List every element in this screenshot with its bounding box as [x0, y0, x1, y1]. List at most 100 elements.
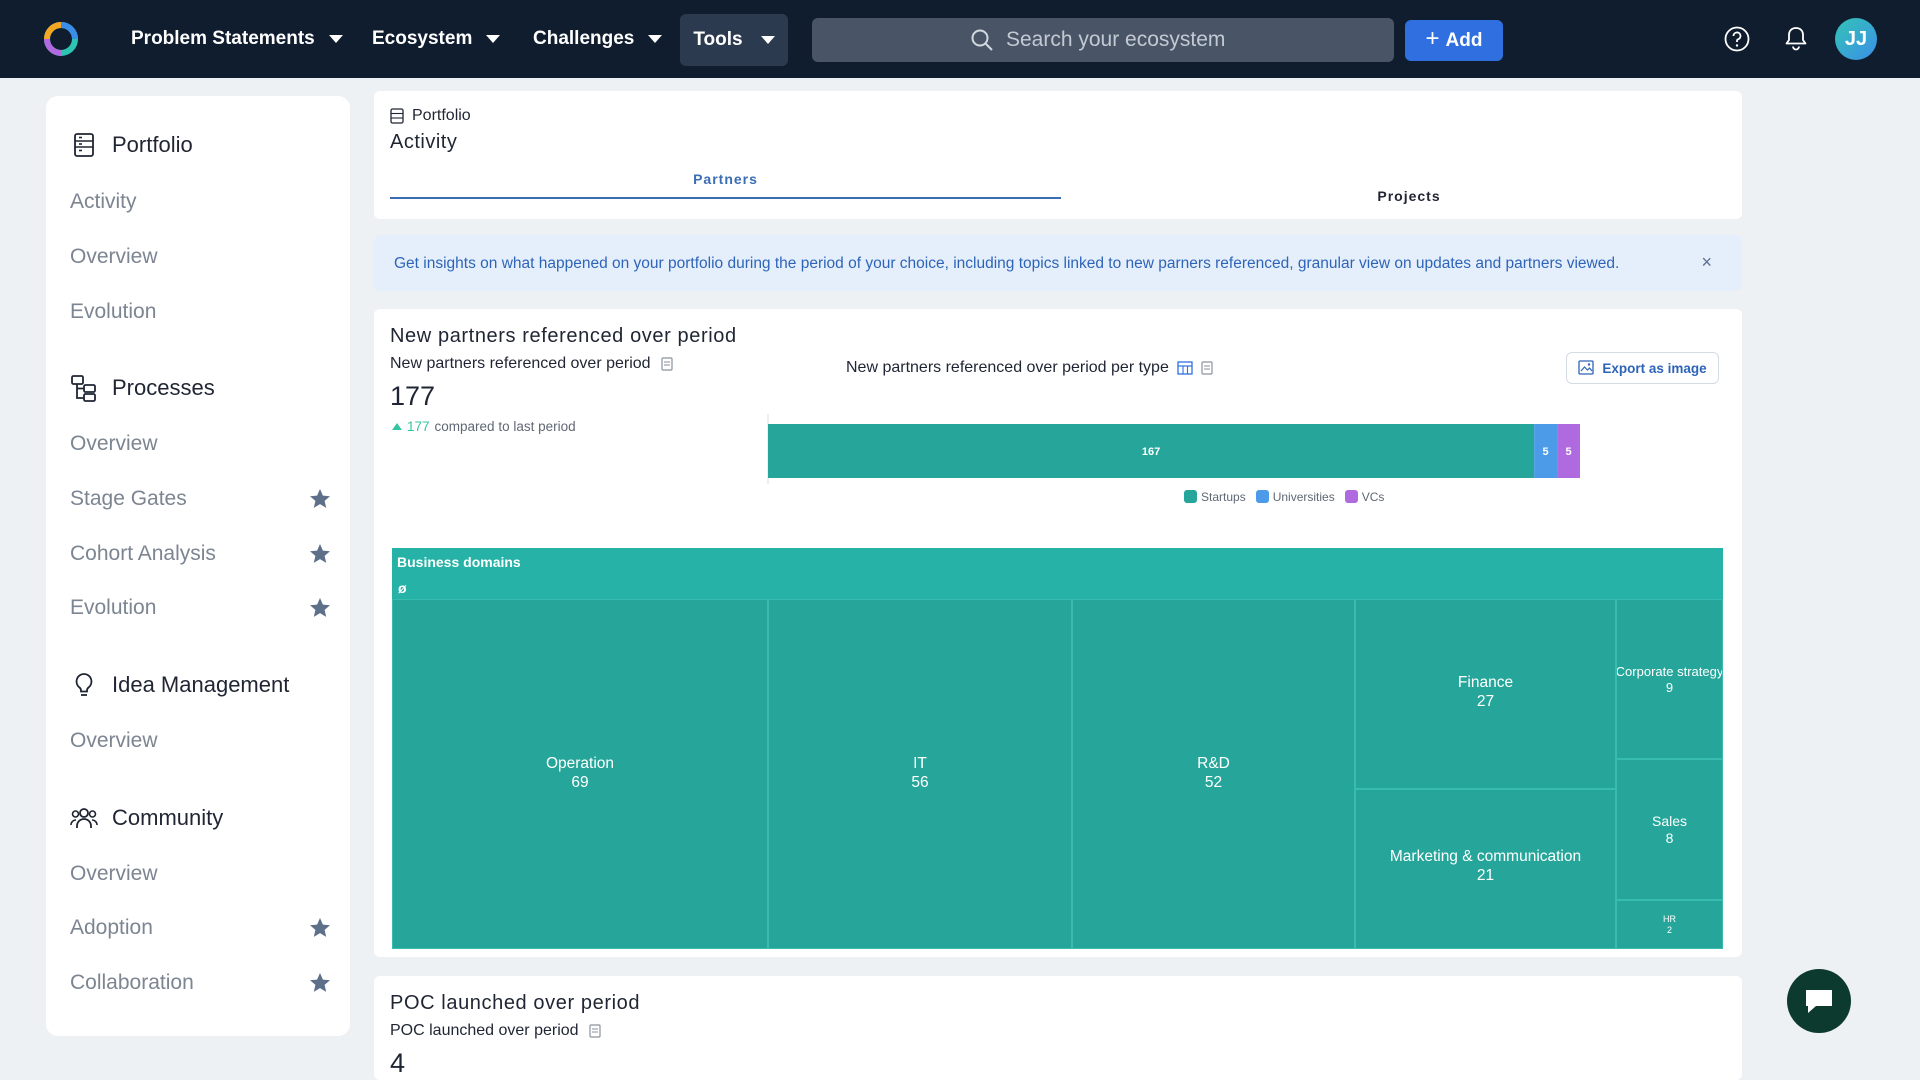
treemap-cell-finance[interactable]: Finance 27	[1355, 599, 1616, 789]
document-icon[interactable]	[588, 1024, 601, 1038]
export-as-image-button[interactable]: Export as image	[1566, 352, 1719, 384]
bar-segment-startups	[768, 424, 1535, 478]
sidebar-item-stage-gates[interactable]: Stage Gates	[70, 487, 332, 511]
sidebar-item-idea-overview[interactable]: Overview	[70, 729, 332, 753]
info-banner-text: Get insights on what happened on your po…	[394, 255, 1620, 272]
treemap-subtitle: ø	[398, 580, 407, 596]
sidebar: Portfolio Activity Overview Evolution Pr…	[46, 96, 350, 1036]
treemap-cell-it[interactable]: IT 56	[768, 599, 1072, 949]
sidebar-section-community[interactable]: Community	[70, 804, 223, 832]
treemap-cell-value: 9	[1665, 679, 1674, 695]
treemap-cell-rnd[interactable]: R&D 52	[1072, 599, 1355, 949]
nav-challenges[interactable]: Challenges	[533, 0, 663, 78]
chevron-down-icon	[328, 35, 343, 43]
sidebar-item-processes-evolution[interactable]: Evolution	[70, 596, 332, 620]
star-icon[interactable]	[308, 542, 332, 566]
page-title: Activity	[390, 131, 458, 153]
treemap-cell-sales[interactable]: Sales 8	[1616, 759, 1723, 900]
treemap-cell-value: 2	[1666, 924, 1672, 935]
star-icon[interactable]	[308, 971, 332, 995]
treemap-cell-label: Sales	[1651, 812, 1688, 829]
table-icon[interactable]	[1177, 361, 1193, 375]
treemap-cell-value: 27	[1476, 692, 1495, 710]
partners-panel-title: New partners referenced over period	[390, 325, 737, 347]
chevron-down-icon	[648, 35, 663, 43]
sidebar-section-processes[interactable]: Processes	[70, 374, 215, 402]
legend-swatch	[1255, 490, 1269, 503]
tab-partners[interactable]: Partners	[390, 171, 1061, 199]
sidebar-section-title: Idea Management	[112, 672, 290, 697]
sidebar-section-idea-management[interactable]: Idea Management	[70, 671, 289, 699]
search-input[interactable]	[1006, 28, 1236, 52]
sidebar-item-portfolio-evolution[interactable]: Evolution	[70, 300, 332, 324]
nav-ecosystem[interactable]: Ecosystem	[372, 0, 501, 78]
sidebar-item-label: Overview	[70, 729, 158, 752]
kpi-delta: 177 compared to last period	[392, 419, 576, 434]
bar-chart-title-text: New partners referenced over period per …	[846, 359, 1169, 376]
community-icon	[70, 808, 98, 828]
image-export-icon	[1578, 360, 1594, 375]
star-icon[interactable]	[308, 916, 332, 940]
kpi-value: 177	[390, 381, 436, 411]
kpi-label-text: New partners referenced over period	[390, 355, 651, 372]
legend-item-universities[interactable]: Universities	[1255, 490, 1335, 504]
export-button-label: Export as image	[1602, 360, 1707, 376]
sidebar-item-cohort-analysis[interactable]: Cohort Analysis	[70, 542, 332, 566]
add-button-label: Add	[1445, 29, 1483, 51]
add-button[interactable]: + Add	[1405, 20, 1503, 61]
treemap-cell-label: IT	[913, 755, 927, 773]
poc-kpi-value: 4	[390, 1048, 406, 1078]
sidebar-section-portfolio[interactable]: Portfolio	[70, 131, 193, 159]
sidebar-item-label: Collaboration	[70, 971, 194, 994]
legend-item-vcs[interactable]: VCs	[1344, 490, 1385, 504]
bar-segment-label: 167	[1142, 446, 1160, 458]
bell-icon[interactable]	[1781, 24, 1811, 54]
sidebar-item-label: Evolution	[70, 596, 157, 619]
chat-button[interactable]	[1787, 969, 1851, 1033]
chat-bubble-icon	[1806, 990, 1832, 1013]
nav-challenges-label: Challenges	[533, 28, 635, 49]
star-icon[interactable]	[308, 487, 332, 511]
business-domains-treemap: Business domains ø Operation 69 IT 56 R&…	[392, 548, 1723, 949]
sidebar-item-portfolio-overview[interactable]: Overview	[70, 245, 332, 269]
legend-swatch	[1184, 490, 1197, 503]
treemap-cell-corporate-strategy[interactable]: Corporate strategy 9	[1616, 599, 1723, 759]
close-icon[interactable]: ×	[1701, 252, 1712, 272]
search-bar[interactable]	[812, 18, 1394, 62]
star-icon[interactable]	[308, 596, 332, 620]
app-logo-icon[interactable]	[42, 20, 80, 58]
document-icon[interactable]	[1201, 361, 1213, 375]
top-navbar: Problem Statements Ecosystem Challenges …	[0, 0, 1920, 78]
info-banner: Get insights on what happened on your po…	[374, 235, 1742, 291]
chevron-down-icon	[486, 35, 501, 43]
legend-label: VCs	[1361, 490, 1385, 504]
arrow-up-icon	[392, 423, 402, 430]
search-icon	[971, 29, 993, 51]
treemap-cell-value: 52	[1204, 774, 1223, 791]
help-icon[interactable]	[1722, 24, 1752, 54]
portfolio-icon	[74, 133, 94, 157]
tab-projects[interactable]: Projects	[1074, 188, 1744, 216]
breadcrumb[interactable]: Portfolio	[390, 107, 471, 125]
avatar[interactable]: JJ	[1835, 18, 1877, 60]
nav-problem-statements[interactable]: Problem Statements	[131, 0, 343, 78]
partners-panel: New partners referenced over period New …	[374, 309, 1742, 957]
treemap-cell-operation[interactable]: Operation 69	[392, 599, 768, 949]
sidebar-item-processes-overview[interactable]: Overview	[70, 432, 332, 456]
treemap-cell-marketing[interactable]: Marketing & communication 21	[1355, 789, 1616, 949]
sidebar-item-label: Evolution	[70, 300, 157, 323]
legend-item-startups[interactable]: Startups	[1184, 490, 1246, 504]
sidebar-section-title: Portfolio	[112, 132, 193, 157]
portfolio-icon	[390, 108, 404, 124]
document-icon[interactable]	[660, 357, 673, 371]
sidebar-item-adoption[interactable]: Adoption	[70, 916, 332, 940]
avatar-initials: JJ	[1844, 27, 1868, 50]
bar-segment-universities	[1534, 424, 1558, 478]
nav-tools[interactable]: Tools	[680, 14, 788, 66]
treemap-cell-hr[interactable]: HR 2	[1616, 900, 1723, 949]
sidebar-item-community-overview[interactable]: Overview	[70, 862, 332, 886]
bar-chart-title: New partners referenced over period per …	[846, 359, 1213, 377]
sidebar-item-collaboration[interactable]: Collaboration	[70, 971, 332, 995]
sidebar-item-portfolio-activity[interactable]: Activity	[70, 190, 332, 214]
bar-segment-vcs	[1557, 424, 1580, 478]
